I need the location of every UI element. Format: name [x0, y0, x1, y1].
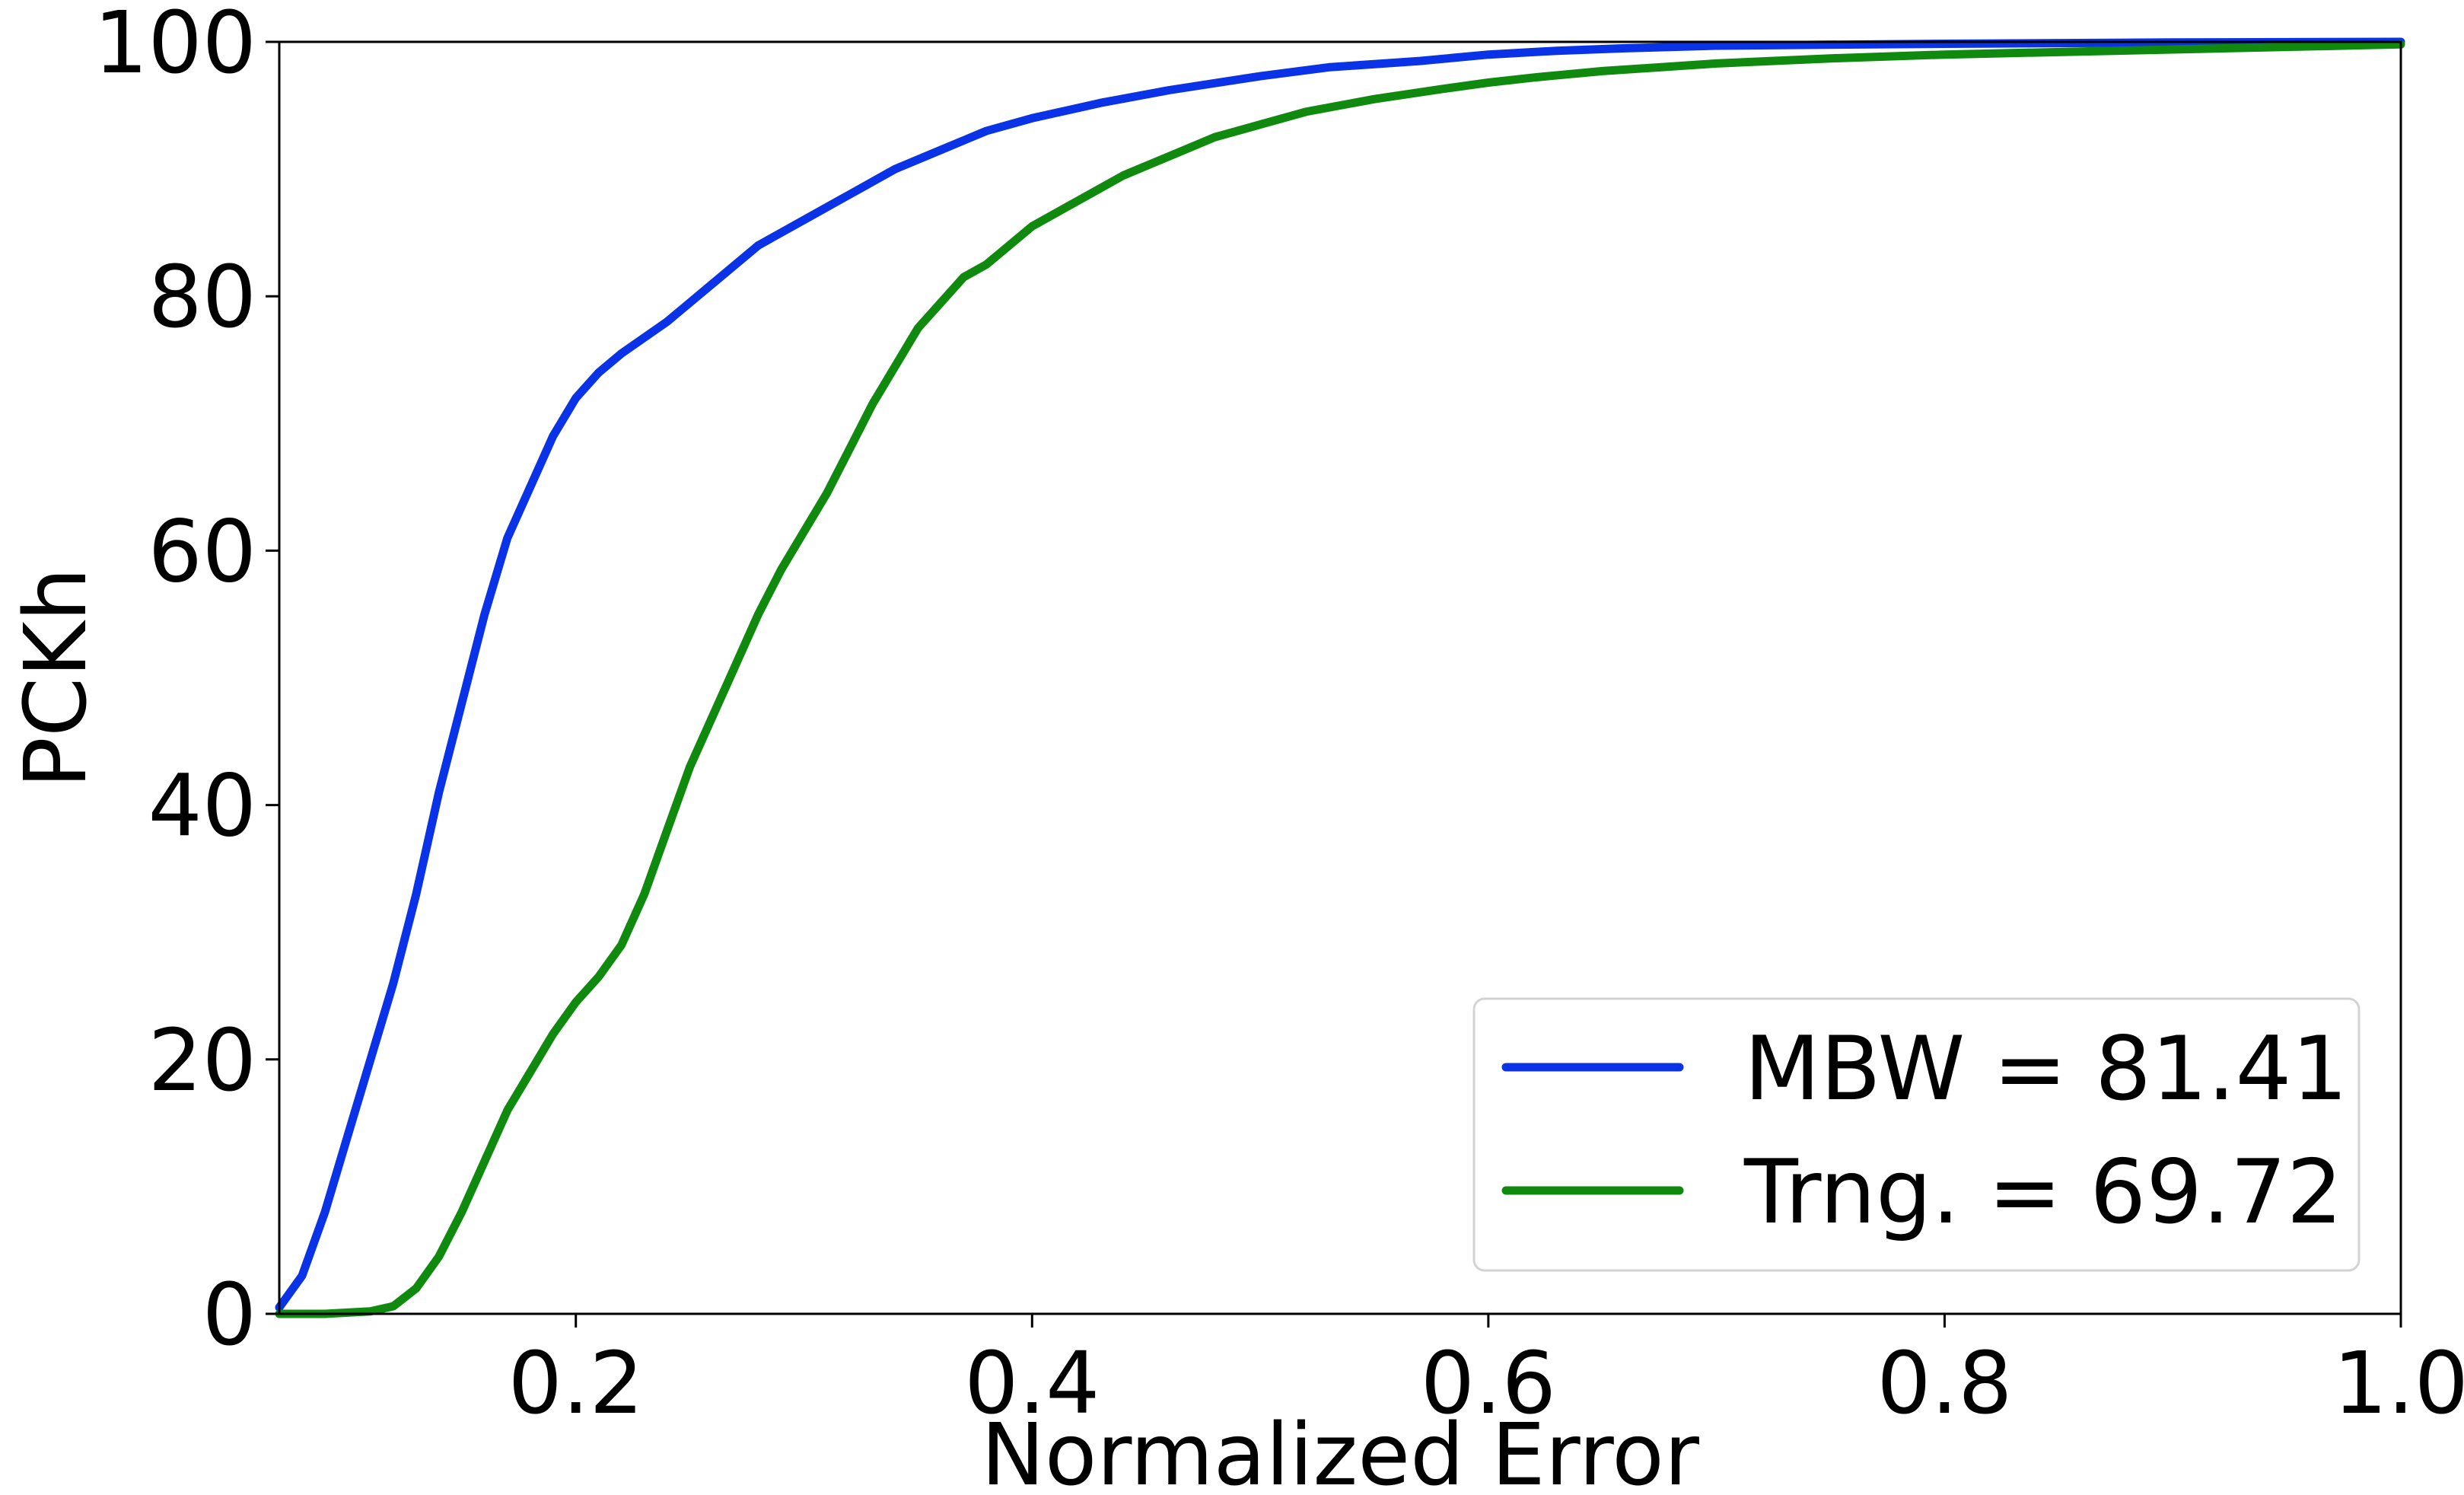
series-line-trng: [275, 40, 2405, 1318]
x-tick-label: 0.2: [508, 1334, 644, 1433]
x-tick-label: 0.8: [1877, 1334, 2012, 1433]
legend-label-mbw: MBW = 81.41: [1744, 1018, 2348, 1120]
y-tick-label: 60: [148, 502, 256, 601]
x-axis-ticks: 0.2 0.4 0.6 0.8 1.0: [508, 1314, 2464, 1433]
legend-box: [1472, 997, 2361, 1272]
legend: MBW = 81.41 Trng. = 69.72: [1472, 997, 2361, 1272]
y-tick-label: 0: [202, 1266, 256, 1365]
series-line-mbw: [275, 37, 2405, 1312]
y-axis-title: PCKh: [7, 567, 106, 788]
x-axis-title: Normalized Error: [981, 1406, 1700, 1495]
x-tick-label: 0.4: [964, 1334, 1100, 1433]
y-axis-ticks: 0 20 40 60 80 100: [94, 0, 279, 1365]
x-tick-label: 1.0: [2333, 1334, 2464, 1433]
legend-label-trng: Trng. = 69.72: [1743, 1141, 2343, 1244]
y-tick-label: 100: [94, 0, 256, 93]
plot-area: [275, 37, 2405, 1318]
x-tick-label: 0.6: [1421, 1334, 1556, 1433]
y-tick-label: 40: [148, 757, 256, 856]
y-tick-label: 20: [148, 1012, 256, 1111]
series-layer: [275, 37, 2405, 1318]
plot-frame: [278, 40, 2402, 1315]
y-tick-label: 80: [148, 248, 256, 347]
